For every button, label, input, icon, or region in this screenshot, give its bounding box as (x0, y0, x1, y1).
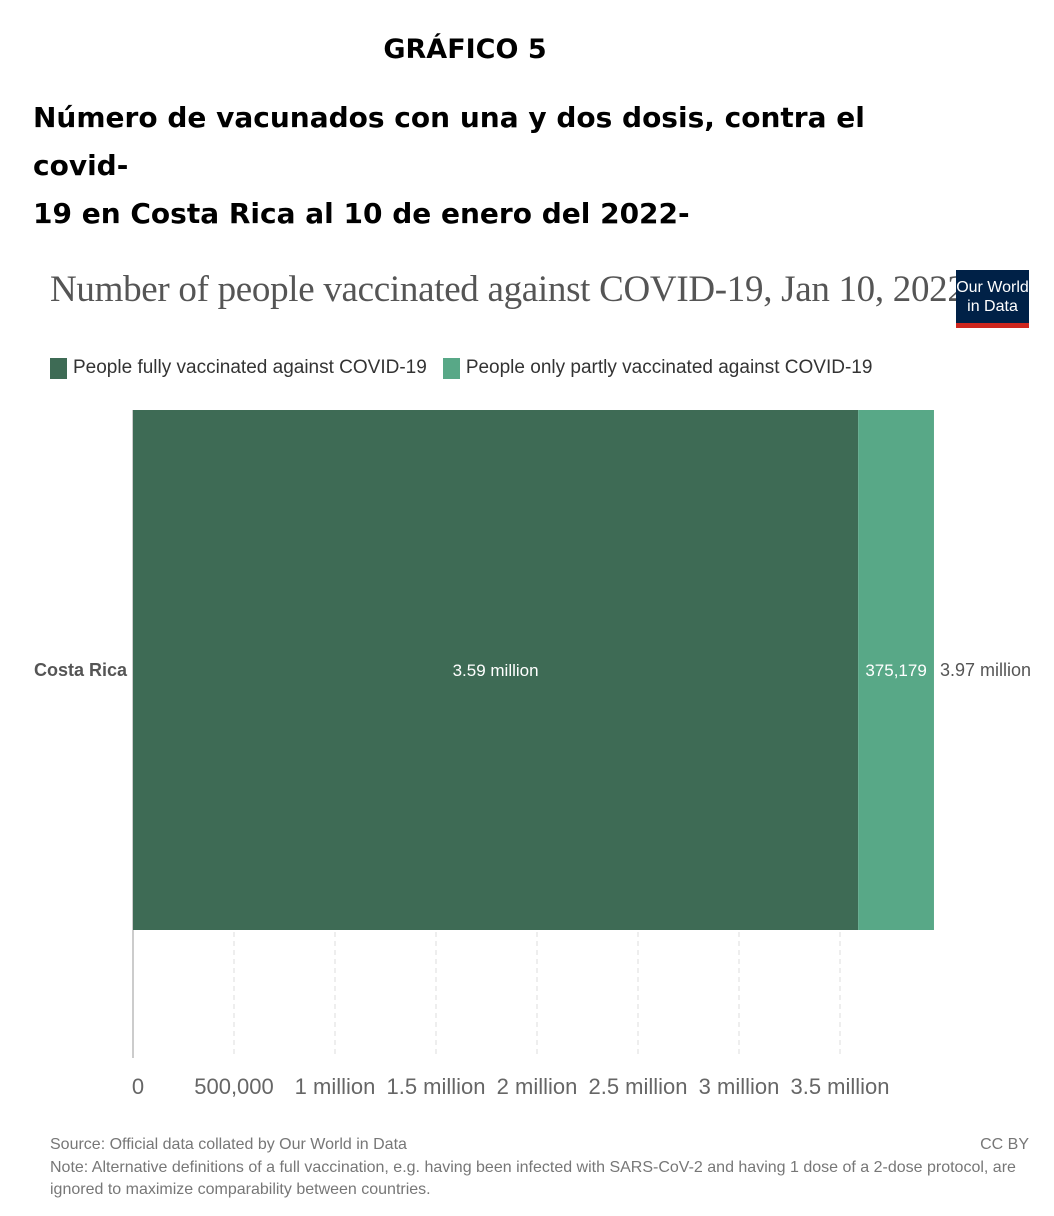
owid-logo[interactable]: Our World in Data (956, 270, 1029, 328)
x-tick-label: 0 (132, 1074, 144, 1099)
document-title: Número de vacunados con una y dos dosis,… (33, 94, 933, 238)
bar-segment-1 (858, 410, 934, 930)
chart-plot: 0 500,000 1 million 1.5 million 2 million 2.5… (34, 410, 1031, 1099)
x-tick-label: 500,000 (194, 1074, 274, 1099)
owid-logo-line-1: Our World (956, 279, 1029, 296)
x-tick-label: 3.5 million (790, 1074, 889, 1099)
bar-value-label: 3.59 million (453, 661, 539, 680)
x-tick-label: 1.5 million (386, 1074, 485, 1099)
legend-label-fully: People fully vaccinated against COVID-19 (73, 357, 427, 378)
bar-segment-0 (133, 410, 859, 930)
figure-label: GRÁFICO 5 (383, 34, 547, 65)
owid-logo-line-2: in Data (967, 298, 1018, 315)
legend-swatch-fully (50, 357, 67, 379)
chart-legend: People fully vaccinated against COVID-19… (50, 357, 888, 379)
x-tick-label: 2.5 million (588, 1074, 687, 1099)
x-tick-label: 3 million (699, 1074, 780, 1099)
license-label: CC BY (980, 1136, 1029, 1153)
legend-item-fully[interactable]: People fully vaccinated against COVID-19 (50, 357, 427, 379)
x-tick-label: 1 million (295, 1074, 376, 1099)
bar-value-label: 375,179 (865, 661, 926, 680)
legend-item-partly[interactable]: People only partly vaccinated against CO… (442, 357, 873, 379)
chart-title: Number of people vaccinated against COVI… (50, 269, 966, 310)
footnote-line-2: ignored to maximize comparability betwee… (50, 1181, 431, 1198)
document-title-line-2: 19 en Costa Rica al 10 de enero del 2022… (33, 197, 690, 230)
source-note: Source: Official data collated by Our Wo… (50, 1136, 407, 1153)
bar-total-label: 3.97 million (940, 660, 1031, 680)
legend-swatch-partly (442, 357, 460, 379)
x-tick-label: 2 million (497, 1074, 578, 1099)
category-label: Costa Rica (34, 660, 128, 680)
legend-label-partly: People only partly vaccinated against CO… (465, 357, 873, 378)
document-title-line-1: Número de vacunados con una y dos dosis,… (33, 101, 865, 182)
footnote-line-1: Note: Alternative definitions of a full … (50, 1159, 1016, 1176)
